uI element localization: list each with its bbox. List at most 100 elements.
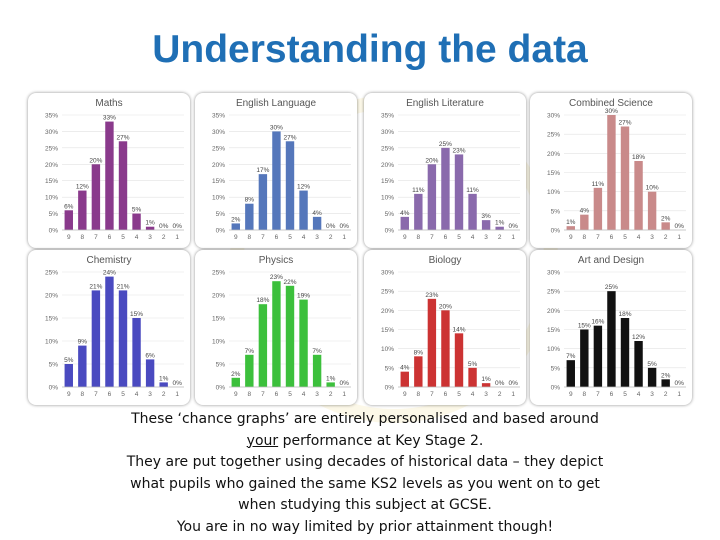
y-tick-label: 25% xyxy=(547,132,560,139)
bar xyxy=(231,223,240,230)
bar-chart-svg: English Literature0%5%10%15%20%25%30%35%… xyxy=(381,98,520,241)
bar-chart-svg: Maths0%5%10%15%20%25%30%35%6%912%820%733… xyxy=(45,98,184,241)
bar xyxy=(299,299,308,387)
bar xyxy=(441,147,450,230)
x-tick-label: 1 xyxy=(677,391,681,398)
x-tick-label: 7 xyxy=(430,391,434,398)
data-label: 5% xyxy=(132,207,142,214)
y-tick-label: 0% xyxy=(49,228,59,235)
bar xyxy=(118,290,128,387)
bar xyxy=(580,329,589,387)
data-label: 12% xyxy=(632,334,645,341)
data-label: 0% xyxy=(326,223,336,230)
data-label: 1% xyxy=(481,376,491,383)
x-tick-label: 9 xyxy=(67,391,71,398)
x-tick-label: 7 xyxy=(596,391,600,398)
data-label: 2% xyxy=(661,215,671,222)
y-tick-label: 25% xyxy=(45,270,58,277)
y-tick-label: 10% xyxy=(547,189,560,196)
bar xyxy=(647,367,657,387)
bar xyxy=(620,318,630,387)
data-label: 1% xyxy=(326,375,336,382)
data-label: 2% xyxy=(231,216,241,223)
y-tick-label: 15% xyxy=(212,316,225,323)
caption-text: These ‘chance graphs’ are entirely perso… xyxy=(100,409,630,539)
y-tick-label: 15% xyxy=(381,327,394,334)
data-label: 1% xyxy=(145,220,155,227)
data-label: 18% xyxy=(632,154,645,161)
y-tick-label: 0% xyxy=(216,228,226,235)
x-tick-label: 7 xyxy=(596,234,600,241)
bar-chart-svg: English Language0%5%10%15%20%25%30%35%2%… xyxy=(212,98,351,241)
data-label: 0% xyxy=(509,380,519,387)
bar xyxy=(78,190,87,230)
chart-title: Physics xyxy=(259,255,293,266)
y-tick-label: 15% xyxy=(381,178,394,185)
y-tick-label: 30% xyxy=(381,270,394,277)
chart-art-and-design: Art and Design 0% 5% 10% 15% 20% 25% 30% 7% 9 15% 8… xyxy=(530,250,692,405)
data-label: 7% xyxy=(312,348,322,355)
data-label: 1% xyxy=(566,219,576,226)
x-tick-label: 5 xyxy=(457,234,461,241)
x-tick-label: 5 xyxy=(457,391,461,398)
y-tick-label: 25% xyxy=(212,145,225,152)
data-label: 4% xyxy=(400,365,410,372)
chart-title: Biology xyxy=(429,255,462,266)
data-label: 30% xyxy=(270,124,283,131)
bar xyxy=(64,210,73,230)
x-tick-label: 4 xyxy=(135,234,139,241)
y-tick-label: 25% xyxy=(45,145,58,152)
bar xyxy=(427,164,437,230)
bar xyxy=(91,290,101,387)
data-label: 14% xyxy=(452,326,465,333)
x-tick-label: 1 xyxy=(511,234,515,241)
data-label: 0% xyxy=(495,380,505,387)
y-tick-label: 5% xyxy=(216,211,226,218)
x-tick-label: 5 xyxy=(121,234,125,241)
y-tick-label: 10% xyxy=(381,346,394,353)
y-tick-label: 5% xyxy=(49,211,59,218)
y-tick-label: 10% xyxy=(381,195,394,202)
bar xyxy=(78,345,87,387)
data-label: 18% xyxy=(618,311,631,318)
y-tick-label: 0% xyxy=(551,228,561,235)
chart-title: Art and Design xyxy=(578,255,644,266)
bar xyxy=(132,213,141,230)
x-tick-label: 3 xyxy=(650,391,654,398)
x-tick-label: 6 xyxy=(610,234,614,241)
data-label: 21% xyxy=(89,283,102,290)
caption-emphasis: your xyxy=(246,432,279,449)
y-tick-label: 0% xyxy=(385,385,395,392)
caption-line: They are put together using decades of h… xyxy=(126,454,604,471)
bar xyxy=(495,226,504,230)
x-tick-label: 8 xyxy=(248,234,252,241)
y-tick-label: 10% xyxy=(45,339,58,346)
data-label: 5% xyxy=(468,361,478,368)
data-label: 8% xyxy=(414,349,424,356)
bar xyxy=(285,141,295,230)
y-tick-label: 10% xyxy=(547,346,560,353)
x-tick-label: 4 xyxy=(637,391,641,398)
y-tick-label: 0% xyxy=(216,385,226,392)
x-tick-label: 4 xyxy=(471,234,475,241)
bar xyxy=(580,214,589,230)
y-tick-label: 20% xyxy=(212,293,225,300)
y-tick-label: 20% xyxy=(381,162,394,169)
x-tick-label: 3 xyxy=(315,391,319,398)
y-tick-label: 10% xyxy=(45,195,58,202)
data-label: 20% xyxy=(425,157,438,164)
bar xyxy=(620,126,630,230)
x-tick-label: 7 xyxy=(94,391,98,398)
data-label: 0% xyxy=(173,223,183,230)
y-tick-label: 15% xyxy=(45,178,58,185)
x-tick-label: 9 xyxy=(403,391,407,398)
bar xyxy=(661,379,670,387)
x-tick-label: 2 xyxy=(162,391,166,398)
x-tick-label: 8 xyxy=(81,234,85,241)
x-tick-label: 3 xyxy=(148,391,152,398)
bar xyxy=(414,356,423,387)
bar xyxy=(427,298,437,387)
x-tick-label: 7 xyxy=(94,234,98,241)
x-tick-label: 7 xyxy=(430,234,434,241)
data-label: 15% xyxy=(130,311,143,318)
